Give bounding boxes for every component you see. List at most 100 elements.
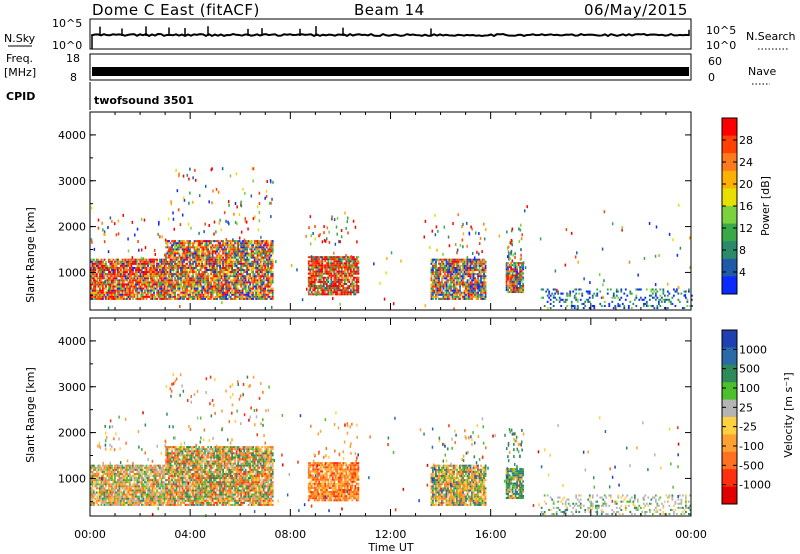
echo-cell <box>223 277 226 280</box>
echo-cell <box>205 271 208 274</box>
echo-cell <box>184 254 187 257</box>
echo-cell <box>129 271 131 274</box>
echo-cell <box>225 291 228 294</box>
echo-cell <box>132 268 134 272</box>
echo-cell <box>582 302 585 305</box>
echo-cell <box>237 281 240 284</box>
echo-cell <box>265 256 268 259</box>
echo-cell <box>207 262 209 265</box>
echo-cell <box>231 266 234 269</box>
echo-cell <box>141 271 143 274</box>
echo-cell <box>462 268 464 272</box>
echo-cell <box>93 266 95 269</box>
echo-cell <box>637 273 639 277</box>
echo-cell <box>124 297 127 300</box>
echo-cell <box>172 244 175 247</box>
echo-cell <box>96 477 98 480</box>
echo-cell <box>309 215 312 219</box>
echo-cell <box>244 297 247 300</box>
echo-cell <box>184 266 187 269</box>
echo-cell <box>114 491 116 494</box>
echo-cell <box>168 248 170 251</box>
echo-cell <box>108 493 110 496</box>
echo-cell <box>252 277 255 280</box>
echo-cell <box>319 266 322 269</box>
echo-cell <box>130 295 133 298</box>
echo-cell <box>210 273 212 276</box>
echo-cell <box>445 287 448 290</box>
echo-cell <box>151 293 154 296</box>
echo-cell <box>199 256 202 259</box>
echo-cell <box>160 266 163 269</box>
echo-cell <box>96 293 98 296</box>
echo-cell <box>241 295 244 298</box>
echo-cell <box>192 262 194 265</box>
echo-cell <box>351 270 354 273</box>
echo-cell <box>228 250 231 253</box>
echo-cell <box>193 268 196 272</box>
echo-cell <box>171 283 173 286</box>
echo-cell <box>168 275 170 278</box>
echo-cell <box>566 292 569 295</box>
echo-cell <box>478 268 481 272</box>
echo-cell <box>235 283 238 286</box>
echo-cell <box>244 285 247 288</box>
echo-cell <box>132 262 134 265</box>
echo-cell <box>510 282 512 285</box>
echo-cell <box>517 286 520 289</box>
echo-cell <box>151 295 154 298</box>
echo-cell <box>349 260 352 263</box>
echo-cell <box>111 466 113 469</box>
echo-cell <box>247 275 250 278</box>
echo-cell <box>312 278 315 281</box>
echo-cell <box>512 253 514 257</box>
echo-cell <box>508 278 511 281</box>
echo-cell <box>208 242 211 245</box>
echo-cell <box>241 291 244 294</box>
echo-cell <box>249 256 252 259</box>
echo-cell <box>346 285 349 288</box>
echo-cell <box>438 258 440 261</box>
echo-cell <box>193 240 196 243</box>
echo-cell <box>178 285 181 288</box>
echo-cell <box>96 485 98 488</box>
echo-cell <box>190 289 193 292</box>
echo-cell <box>198 256 200 259</box>
echo-cell <box>204 283 206 286</box>
echo-cell <box>545 290 548 293</box>
echo-cell <box>228 264 231 267</box>
echo-cell <box>322 291 325 294</box>
echo-cell <box>105 470 107 473</box>
echo-cell <box>91 499 94 502</box>
echo-cell <box>99 468 101 471</box>
echo-cell <box>171 266 173 269</box>
echo-cell <box>261 275 264 278</box>
echo-cell <box>324 239 327 243</box>
echo-cell <box>325 256 328 259</box>
echo-cell <box>195 273 197 276</box>
echo-cell <box>253 246 256 249</box>
echo-cell <box>244 283 247 286</box>
echo-cell <box>267 287 270 290</box>
echo-cell <box>172 254 175 257</box>
echo-cell <box>267 289 270 292</box>
echo-cell <box>354 276 357 279</box>
echo-cell <box>235 289 238 292</box>
echo-cell <box>321 272 324 275</box>
echo-cell <box>94 293 97 296</box>
echo-cell <box>355 282 358 286</box>
echo-cell <box>90 275 92 278</box>
echo-cell <box>123 281 125 284</box>
echo-cell <box>462 222 464 226</box>
echo-cell <box>435 225 438 229</box>
echo-cell <box>645 302 648 305</box>
echo-cell <box>139 285 142 288</box>
echo-cell <box>108 466 110 469</box>
echo-cell <box>136 260 139 263</box>
echo-cell <box>313 293 316 296</box>
echo-cell <box>340 285 343 288</box>
echo-cell <box>511 286 514 289</box>
echo-cell <box>96 275 98 278</box>
echo-cell <box>126 295 128 298</box>
echo-cell <box>189 191 191 195</box>
